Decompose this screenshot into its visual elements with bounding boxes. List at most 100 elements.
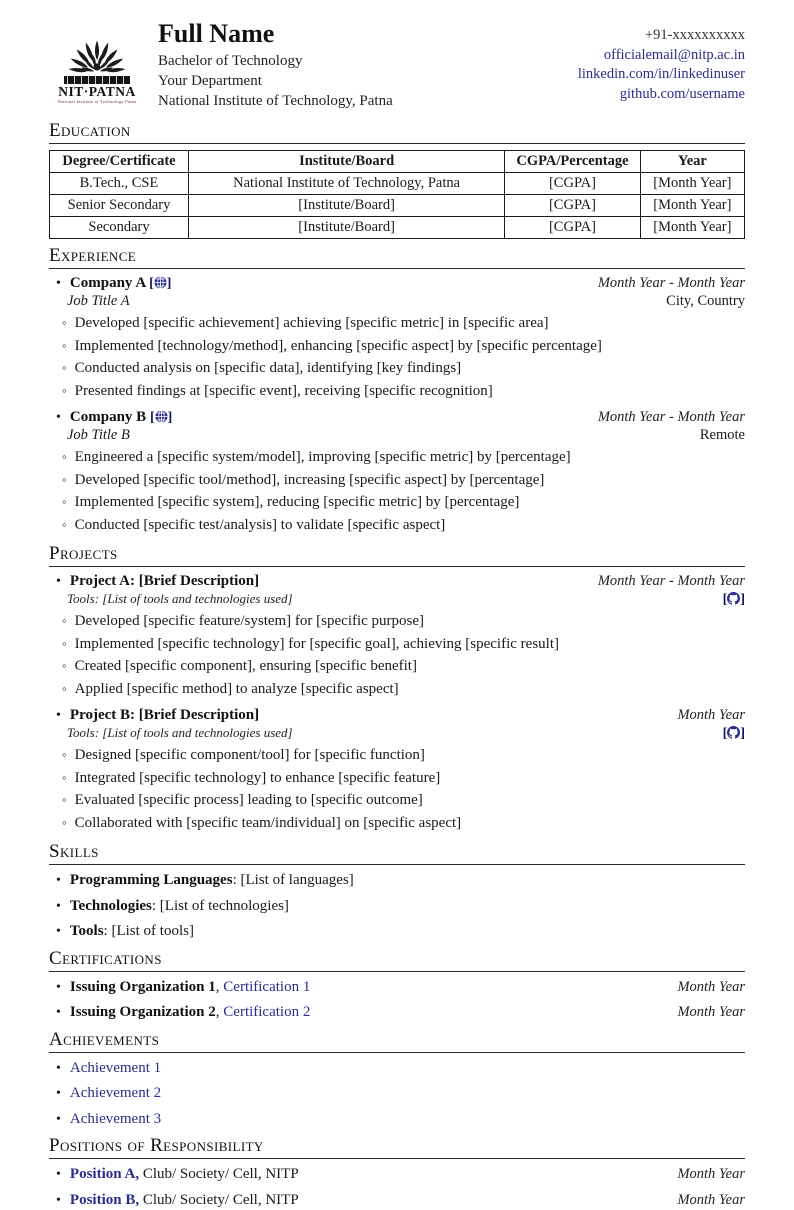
education-row: Senior Secondary [Institute/Board] [CGPA… [49, 194, 746, 217]
achievement-item: • Achievement 3 [49, 1110, 745, 1129]
skill-item: • Technologies: [List of technologies] [49, 897, 745, 916]
table-cell: [CGPA] [504, 194, 641, 217]
bullet-item: ◦ Engineered a [specific system/model], i… [62, 448, 745, 467]
bullet-item: ◦ Designed [specific component/tool] for … [62, 746, 745, 765]
sub-bullet-icon: ◦ [62, 658, 67, 673]
bracket: [ [149, 410, 155, 425]
achievement-link[interactable]: Achievement 3 [69, 1110, 162, 1127]
skill-label: Programming Languages [69, 872, 233, 888]
section-title-education: Education [49, 120, 131, 141]
section-rule [49, 143, 745, 144]
skill-label: Tools [69, 923, 104, 939]
section-rule [49, 1158, 745, 1159]
bullet-item: ◦ Created [specific component], ensuring … [62, 657, 745, 676]
cert-date: Month Year [677, 1004, 745, 1020]
bullet-icon: • [56, 898, 61, 914]
section-title-positions: Positions of Responsibility [49, 1135, 264, 1156]
bullet-icon: • [56, 1060, 61, 1076]
bullet-text: Conducted [specific test/analysis] to va… [74, 516, 446, 533]
achievement-link[interactable]: Achievement 1 [69, 1059, 162, 1076]
bullet-icon: • [56, 1167, 61, 1182]
position-item: • Position A, Club/ Society/ Cell, NITP M… [49, 1165, 745, 1184]
bullet-item: ◦ Conducted [specific test/analysis] to v… [62, 516, 745, 535]
logo-tree-icon [68, 40, 126, 74]
section-positions: Positions of Responsibility • Position A,… [49, 1135, 745, 1210]
skill-item: • Tools: [List of tools] [49, 922, 745, 941]
table-header-cell: CGPA/Percentage [504, 150, 641, 173]
skill-value: [List of languages] [240, 872, 354, 888]
project-tools: Tools: [List of tools and technologies u… [67, 725, 293, 740]
separator: : [151, 897, 160, 914]
bracket: [ [722, 726, 728, 741]
education-header-row: Degree/Certificate Institute/Board CGPA/… [49, 150, 746, 173]
bullet-text: Applied [specific method] to analyze [sp… [74, 680, 399, 697]
bullet-text: Implemented [specific system], reducing … [74, 494, 520, 510]
company-name: Company A [69, 275, 146, 291]
project-tools: Tools: [List of tools and technologies u… [67, 591, 293, 606]
bullet-icon: • [56, 979, 61, 995]
sub-bullet-icon: ◦ [62, 635, 67, 651]
bullet-item: ◦ Presented findings at [specific event],… [62, 382, 745, 401]
globe-icon [154, 410, 168, 423]
github-profile-link[interactable]: github.com/username [619, 85, 745, 102]
sub-bullet-icon: ◦ [62, 769, 67, 785]
table-cell: [Institute/Board] [187, 194, 506, 217]
position-item: • Position B, Club/ Society/ Cell, NITP M… [49, 1191, 745, 1210]
certification-link[interactable]: Certification 1 [223, 978, 311, 995]
bullet-icon: • [56, 708, 61, 723]
certification-item: • Issuing Organization 1, Certification 1… [49, 978, 745, 997]
certification-link[interactable]: Certification 2 [223, 1004, 311, 1020]
bullet-icon: • [56, 1086, 61, 1101]
section-title-achievements: Achievements [49, 1028, 160, 1050]
logo-motto-bar [64, 76, 130, 84]
company-website-link[interactable]: [] [150, 410, 172, 425]
sub-bullet-icon: ◦ [62, 747, 67, 762]
company-website-link[interactable]: [] [149, 276, 171, 291]
skill-item: • Programming Languages: [List of languag… [49, 871, 745, 890]
table-header-cell: Institute/Board [187, 150, 506, 173]
position-link[interactable]: Position B, [69, 1191, 140, 1208]
contact-block: +91-xxxxxxxxxx officialemail@nitp.ac.in … [578, 18, 745, 104]
table-header-cell: Degree/Certificate [49, 150, 189, 173]
table-cell: [Month Year] [639, 172, 746, 195]
bullet-item: ◦ Evaluated [specific process] leading to… [62, 791, 745, 810]
bullet-item: ◦ Implemented [specific system], reducing… [62, 493, 745, 512]
resume-page: { "glyphs": {"bullet": "•", "sub_bullet"… [49, 18, 746, 1208]
bullet-text: Engineered a [specific system/model], im… [74, 449, 571, 465]
table-cell: Secondary [49, 216, 189, 239]
bullet-text: Implemented [technology/method], enhanci… [74, 337, 602, 354]
achievement-item: • Achievement 2 [49, 1084, 745, 1103]
section-title-certifications: Certifications [49, 947, 162, 969]
bullet-text: Developed [specific feature/system] for … [74, 613, 425, 629]
bullet-icon: • [56, 1005, 61, 1020]
bullet-icon: • [56, 276, 61, 291]
company-name: Company B [69, 409, 147, 425]
bullet-icon: • [56, 574, 61, 589]
sub-bullet-icon: ◦ [62, 516, 67, 532]
github-icon [727, 726, 741, 739]
skill-value: [List of tools] [111, 923, 194, 939]
section-rule [49, 864, 745, 865]
logo-acronym: NIT·PATNA [58, 84, 136, 99]
phone-number: +91-xxxxxxxxxx [644, 27, 745, 43]
job-title: Job Title A [67, 293, 130, 309]
separator: , [215, 978, 224, 995]
job-title: Job Title B [67, 427, 130, 443]
project-repo-link[interactable]: [] [723, 592, 745, 608]
separator: : [103, 923, 112, 939]
bullet-text: Conducted analysis on [specific data], i… [74, 360, 462, 376]
table-cell: [CGPA] [504, 216, 641, 239]
position-link[interactable]: Position A, [69, 1166, 140, 1182]
email-link[interactable]: officialemail@nitp.ac.in [603, 46, 745, 63]
project-repo-link[interactable]: [] [723, 726, 745, 742]
section-title-projects: Projects [49, 543, 118, 564]
position-date: Month Year [677, 1191, 745, 1208]
linkedin-link[interactable]: linkedin.com/in/linkedinuser [577, 66, 745, 82]
achievement-link[interactable]: Achievement 2 [69, 1085, 162, 1101]
bullet-icon: • [56, 924, 61, 939]
experience-entry: • Company A [] Month Year - Month Year Jo… [49, 275, 745, 400]
entry-dates: Month Year [677, 707, 745, 723]
globe-icon [153, 276, 167, 289]
cert-date: Month Year [677, 978, 745, 995]
bullet-text: Created [specific component], ensuring [… [74, 658, 417, 674]
